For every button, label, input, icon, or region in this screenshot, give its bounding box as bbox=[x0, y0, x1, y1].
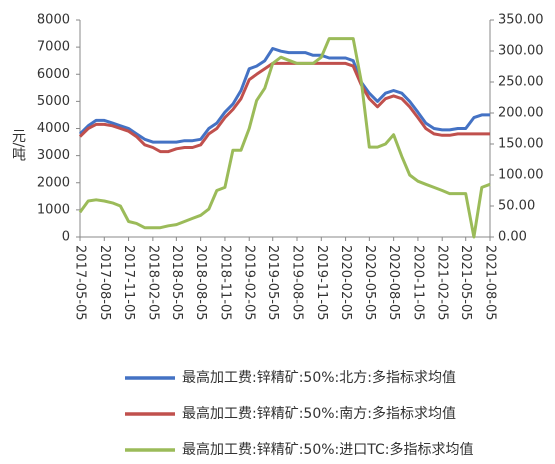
y-tick-label: 3000 bbox=[37, 148, 70, 163]
x-tick-label: 2017-08-05 bbox=[97, 245, 112, 321]
series-line bbox=[78, 37, 491, 239]
y2-tick-label: 150.00 bbox=[498, 137, 544, 152]
x-tick-label: 2020-05-05 bbox=[362, 245, 377, 321]
y2-tick-label: 50.00 bbox=[498, 199, 535, 214]
x-tick-label: 2018-02-05 bbox=[145, 245, 160, 321]
y-tick-label: 0 bbox=[62, 230, 70, 245]
x-tick-label: 2018-05-05 bbox=[169, 245, 184, 321]
x-tick-label: 2019-08-05 bbox=[290, 245, 305, 321]
x-tick-label: 2020-11-05 bbox=[410, 245, 425, 321]
x-tick-label: 2018-08-05 bbox=[193, 245, 208, 321]
y-tick-label: 1000 bbox=[37, 202, 70, 217]
x-tick-label: 2021-02-05 bbox=[435, 245, 450, 321]
legend-label: 最高加工费:锌精矿:50%:南方:多指标求均值 bbox=[182, 405, 456, 422]
y2-tick-label: 200.00 bbox=[498, 106, 544, 121]
x-tick-label: 2017-05-05 bbox=[73, 245, 88, 321]
x-tick-label: 2017-11-05 bbox=[121, 245, 136, 321]
y-tick-label: 8000 bbox=[37, 13, 70, 28]
x-tick-label: 2019-02-05 bbox=[242, 245, 257, 321]
x-tick-label: 2020-02-05 bbox=[338, 245, 353, 321]
legend-label: 最高加工费:锌精矿:50%:进口TC:多指标求均值 bbox=[182, 441, 474, 458]
x-tick-label: 2021-05-05 bbox=[458, 245, 473, 321]
x-tick-label: 2021-08-05 bbox=[483, 245, 498, 321]
y2-tick-label: 250.00 bbox=[498, 75, 544, 90]
y-tick-label: 2000 bbox=[37, 175, 70, 190]
y-tick-label: 5000 bbox=[37, 94, 70, 109]
x-tick-label: 2018-11-05 bbox=[217, 245, 232, 321]
y-tick-label: 7000 bbox=[37, 40, 70, 55]
y-axis-label: 元/吨 bbox=[10, 129, 26, 162]
y-tick-label: 4000 bbox=[37, 121, 70, 136]
legend-label: 最高加工费:锌精矿:50%:北方:多指标求均值 bbox=[182, 369, 456, 386]
x-tick-label: 2019-11-05 bbox=[314, 245, 329, 321]
y2-tick-label: 0.00 bbox=[498, 230, 527, 245]
x-tick-label: 2019-05-05 bbox=[265, 245, 280, 321]
series-line bbox=[78, 61, 490, 154]
y2-tick-label: 100.00 bbox=[498, 168, 544, 183]
y2-tick-label: 350.00 bbox=[498, 13, 544, 28]
x-tick-label: 2020-08-05 bbox=[386, 245, 401, 321]
series-line bbox=[78, 47, 490, 144]
y-tick-label: 6000 bbox=[37, 67, 70, 82]
y2-tick-label: 300.00 bbox=[498, 44, 544, 59]
